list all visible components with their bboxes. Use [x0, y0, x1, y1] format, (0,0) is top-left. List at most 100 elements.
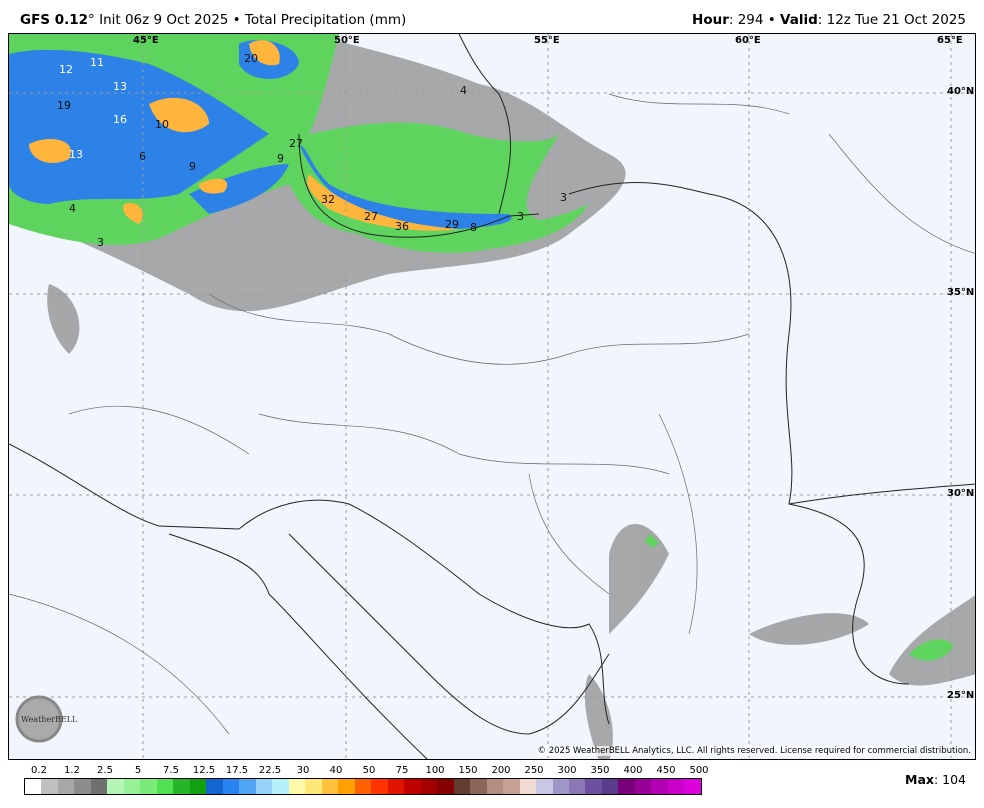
colorbar-label: 2.5	[97, 765, 113, 776]
value-label: 8	[470, 221, 477, 234]
colorbar-label: 100	[425, 765, 445, 776]
colorbar-swatch	[453, 779, 471, 794]
colorbar-label: 30	[296, 765, 310, 776]
colorbar-label: 450	[656, 765, 676, 776]
value-label: 11	[90, 56, 104, 69]
lat-label: 35°N	[947, 287, 975, 298]
colorbar-label: 400	[623, 765, 643, 776]
colorbar-swatch	[123, 779, 141, 794]
value-label: 12	[59, 63, 73, 76]
colorbar-swatch	[354, 779, 372, 794]
value-label: 29	[445, 218, 459, 231]
value-label: 19	[57, 99, 71, 112]
colorbar-swatch	[25, 779, 42, 794]
colorbar-swatch	[519, 779, 537, 794]
colorbar-label: 17.5	[225, 765, 249, 776]
lon-label: 50°E	[334, 35, 360, 46]
value-label: 32	[321, 193, 335, 206]
colorbar-label: 22.5	[258, 765, 282, 776]
colorbar-label: 200	[491, 765, 511, 776]
precipitation-map: 45°E 50°E 55°E 60°E 65°E 40°N 35°N 30°N …	[8, 33, 976, 760]
colorbar-label: 75	[395, 765, 409, 776]
map-title: GFS 0.12° Init 06z 9 Oct 2025 • Total Pr…	[20, 12, 407, 28]
value-label: 4	[69, 202, 76, 215]
colorbar-swatch	[173, 779, 190, 794]
lon-label: 65°E	[937, 35, 963, 46]
colorbar-swatch	[437, 779, 454, 794]
lon-label: 55°E	[534, 35, 560, 46]
colorbar-swatch	[222, 779, 240, 794]
colorbar	[24, 778, 702, 795]
value-label: 36	[395, 220, 409, 233]
lon-label: 45°E	[133, 35, 159, 46]
admin-borders	[9, 93, 975, 735]
lat-label: 30°N	[947, 488, 975, 499]
colorbar-label: 7.5	[163, 765, 179, 776]
value-label: 27	[364, 210, 378, 223]
svg-text:WeatherBELL: WeatherBELL	[21, 715, 78, 724]
max-value: Max: 104	[905, 772, 966, 787]
colorbar-swatch	[420, 779, 438, 794]
colorbar-swatch	[684, 779, 701, 794]
colorbar-swatch	[288, 779, 306, 794]
colorbar-swatch	[503, 779, 520, 794]
colorbar-swatch	[189, 779, 207, 794]
colorbar-swatch	[536, 779, 553, 794]
colorbar-swatch	[585, 779, 602, 794]
colorbar-swatch	[57, 779, 75, 794]
colorbar-swatch	[140, 779, 157, 794]
colorbar-swatch	[651, 779, 668, 794]
colorbar-label: 500	[689, 765, 709, 776]
colorbar-label: 150	[458, 765, 478, 776]
lat-label: 40°N	[947, 86, 975, 97]
value-label: 3	[97, 236, 104, 249]
colorbar-swatch	[338, 779, 355, 794]
value-label: 6	[139, 150, 146, 163]
lat-label: 25°N	[947, 690, 975, 701]
colorbar-swatch	[41, 779, 58, 794]
weatherbell-logo: WeatherBELL	[15, 693, 85, 743]
value-label: 3	[517, 210, 524, 223]
colorbar-label: 300	[557, 765, 577, 776]
colorbar-swatch	[305, 779, 322, 794]
colorbar-label: 40	[329, 765, 343, 776]
lon-label: 60°E	[735, 35, 761, 46]
value-label: 4	[460, 84, 467, 97]
colorbar-swatch	[255, 779, 273, 794]
colorbar-swatch	[272, 779, 289, 794]
colorbar-label: 350	[590, 765, 610, 776]
colorbar-label: 1.2	[64, 765, 80, 776]
colorbar-swatch	[74, 779, 91, 794]
copyright: © 2025 WeatherBELL Analytics, LLC. All r…	[537, 746, 971, 756]
colorbar-label: 250	[524, 765, 544, 776]
colorbar-swatch	[387, 779, 405, 794]
colorbar-swatch	[486, 779, 504, 794]
colorbar-swatch	[618, 779, 635, 794]
valid-time: Hour: 294 • Valid: 12z Tue 21 Oct 2025	[692, 12, 966, 28]
colorbar-swatch	[404, 779, 421, 794]
map-layer	[9, 34, 975, 759]
grid-lines	[9, 34, 975, 759]
colorbar-swatch	[107, 779, 124, 794]
colorbar-swatch	[321, 779, 339, 794]
colorbar-label: 0.2	[31, 765, 47, 776]
orange-precip	[29, 40, 459, 231]
colorbar-swatch	[601, 779, 619, 794]
colorbar-swatch	[206, 779, 223, 794]
value-label: 13	[69, 148, 83, 161]
borders	[9, 34, 975, 759]
colorbar-swatch	[470, 779, 487, 794]
value-label: 20	[244, 52, 258, 65]
colorbar-swatch	[552, 779, 569, 794]
value-label: 3	[560, 191, 567, 204]
value-label: 16	[113, 113, 127, 126]
colorbar-swatch	[239, 779, 256, 794]
colorbar-label: 12.5	[192, 765, 216, 776]
colorbar-swatch	[90, 779, 108, 794]
colorbar-swatch	[634, 779, 652, 794]
colorbar-swatch	[156, 779, 174, 794]
colorbar-label: 50	[362, 765, 376, 776]
colorbar-swatch	[667, 779, 685, 794]
value-label: 10	[155, 118, 169, 131]
colorbar-swatch	[568, 779, 586, 794]
